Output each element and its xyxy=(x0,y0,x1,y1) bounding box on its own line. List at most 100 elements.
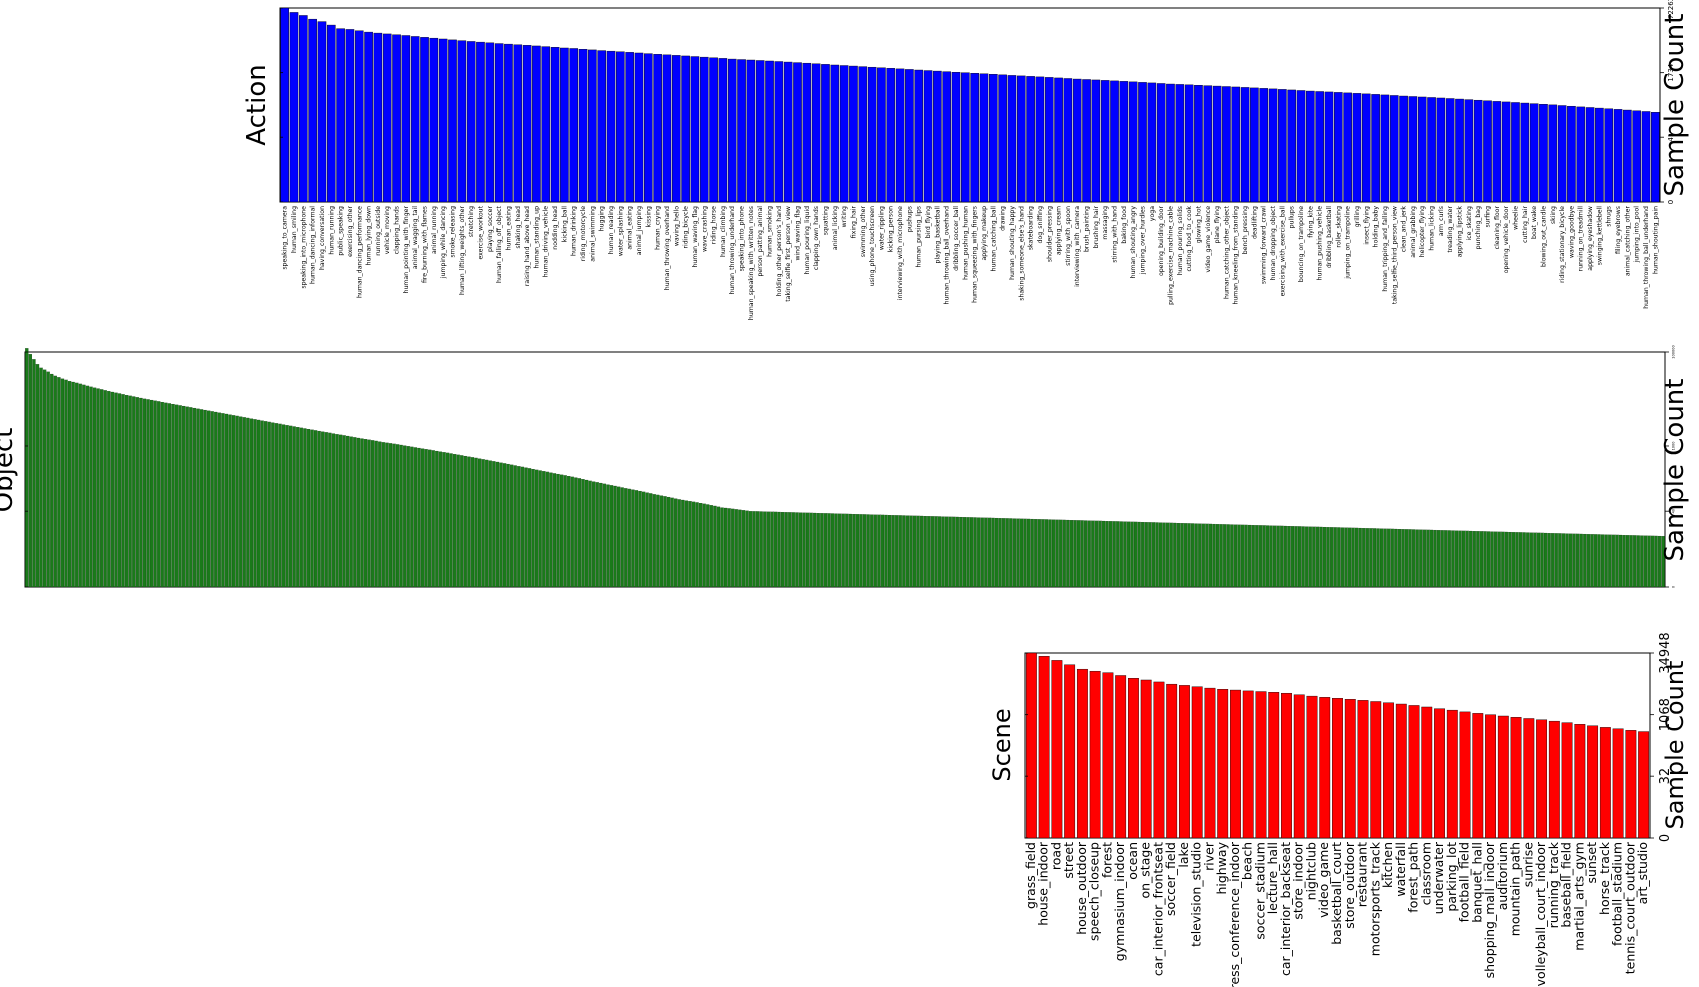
x-tick-label: speaking_into_microphone xyxy=(300,206,307,289)
x-tick-label: ocean xyxy=(1125,842,1140,880)
bar xyxy=(1600,534,1605,588)
bar xyxy=(60,378,65,588)
bar xyxy=(1369,528,1373,588)
bar xyxy=(1251,525,1255,588)
x-tick-label: baseball_field xyxy=(1559,842,1574,928)
x-tick-label: stirring_with_spoon xyxy=(1065,206,1072,266)
bar xyxy=(1217,689,1229,839)
bar xyxy=(1397,529,1402,588)
bar xyxy=(695,502,699,588)
bar xyxy=(370,440,375,588)
bar xyxy=(299,427,303,588)
bar xyxy=(1026,518,1031,588)
x-tick-label: animal_jumping xyxy=(636,206,643,255)
x-tick-label: volleyball_court_indoor xyxy=(1533,841,1548,986)
y-tick-label: 1734 xyxy=(1667,63,1675,81)
bar xyxy=(1511,102,1520,203)
bar xyxy=(160,402,164,588)
x-tick-label: restaurant xyxy=(1355,842,1370,907)
bar xyxy=(937,516,942,588)
bar xyxy=(1476,531,1480,588)
bar xyxy=(866,514,870,588)
bar xyxy=(1240,524,1245,588)
bar xyxy=(1158,522,1163,588)
bar xyxy=(1127,678,1139,839)
x-tick-label: waving_hello xyxy=(673,206,680,246)
x-tick-label: speech_closeup xyxy=(1087,842,1102,941)
x-tick-label: fixing_hair xyxy=(850,206,857,239)
bar xyxy=(1119,521,1123,588)
x-tick-label: animal_swimming xyxy=(589,206,596,262)
bar xyxy=(923,70,933,203)
bar xyxy=(1501,531,1505,588)
x-tick-label: soccer_stadium xyxy=(1252,842,1267,940)
bar xyxy=(100,389,104,588)
bar xyxy=(142,398,147,588)
bar xyxy=(1301,526,1305,588)
bar xyxy=(39,367,43,588)
bar xyxy=(214,411,218,588)
bar xyxy=(121,394,125,588)
bar xyxy=(1281,692,1292,839)
bar xyxy=(1351,527,1355,588)
x-tick-label: jumping_into_pool xyxy=(1634,206,1641,264)
bar xyxy=(1518,532,1523,588)
bar xyxy=(196,408,200,588)
bar xyxy=(1483,100,1492,203)
bar xyxy=(392,443,396,588)
bar xyxy=(435,450,439,588)
bar xyxy=(1333,527,1337,588)
bar xyxy=(321,431,325,588)
bar xyxy=(504,43,513,203)
bar xyxy=(841,513,845,588)
bar xyxy=(584,479,589,588)
bar xyxy=(811,63,821,203)
chart-panel-scene: grass_fieldhouse_indoorroadstreethouse_o… xyxy=(988,632,1689,987)
y-tick-label: 41 xyxy=(1667,133,1675,142)
bar xyxy=(1322,526,1327,588)
bar xyxy=(977,517,981,588)
bar xyxy=(1529,532,1533,588)
bar xyxy=(574,477,578,588)
bar xyxy=(1141,522,1145,588)
x-tick-label: smoke_releasing xyxy=(450,206,457,258)
bar xyxy=(82,384,86,588)
bar xyxy=(1458,530,1462,588)
bar xyxy=(1201,523,1205,588)
x-tick-label: stretching xyxy=(468,206,475,237)
x-tick-label: opening_building_door xyxy=(1158,206,1165,276)
bar xyxy=(793,62,802,203)
x-tick-label: interviewing_with_microphone xyxy=(897,206,904,300)
bar xyxy=(392,34,401,203)
x-tick-label: human_smoking xyxy=(767,206,774,257)
bar xyxy=(1194,523,1198,588)
x-tick-label: swinging_kettlebell xyxy=(1596,206,1603,266)
bar xyxy=(798,512,803,588)
bar xyxy=(1593,534,1598,588)
bar xyxy=(867,66,877,203)
x-tick-label: waterfall xyxy=(1393,842,1408,897)
x-tick-label: insect_flying xyxy=(1363,206,1370,245)
bar xyxy=(1191,686,1203,839)
bar xyxy=(969,517,974,588)
bar xyxy=(791,512,795,588)
bar xyxy=(128,395,132,588)
bar xyxy=(189,407,193,588)
bar xyxy=(1365,528,1369,588)
bar xyxy=(852,514,856,588)
bar xyxy=(25,348,29,588)
bar xyxy=(345,29,355,203)
bar xyxy=(980,517,984,588)
x-tick-label: press_conference_indoor xyxy=(1227,841,1242,987)
x-tick-label: swimming_forward_crawl xyxy=(1261,206,1268,284)
bar xyxy=(210,411,214,588)
bar xyxy=(364,31,373,203)
x-tick-label: plane_flying xyxy=(1214,206,1221,243)
x-tick-label: speaking_into_phone xyxy=(739,206,746,271)
bar xyxy=(326,24,336,203)
bar xyxy=(1038,656,1050,839)
bar xyxy=(602,483,606,588)
bar xyxy=(1272,525,1277,588)
bar xyxy=(271,422,275,588)
bar xyxy=(706,504,710,588)
